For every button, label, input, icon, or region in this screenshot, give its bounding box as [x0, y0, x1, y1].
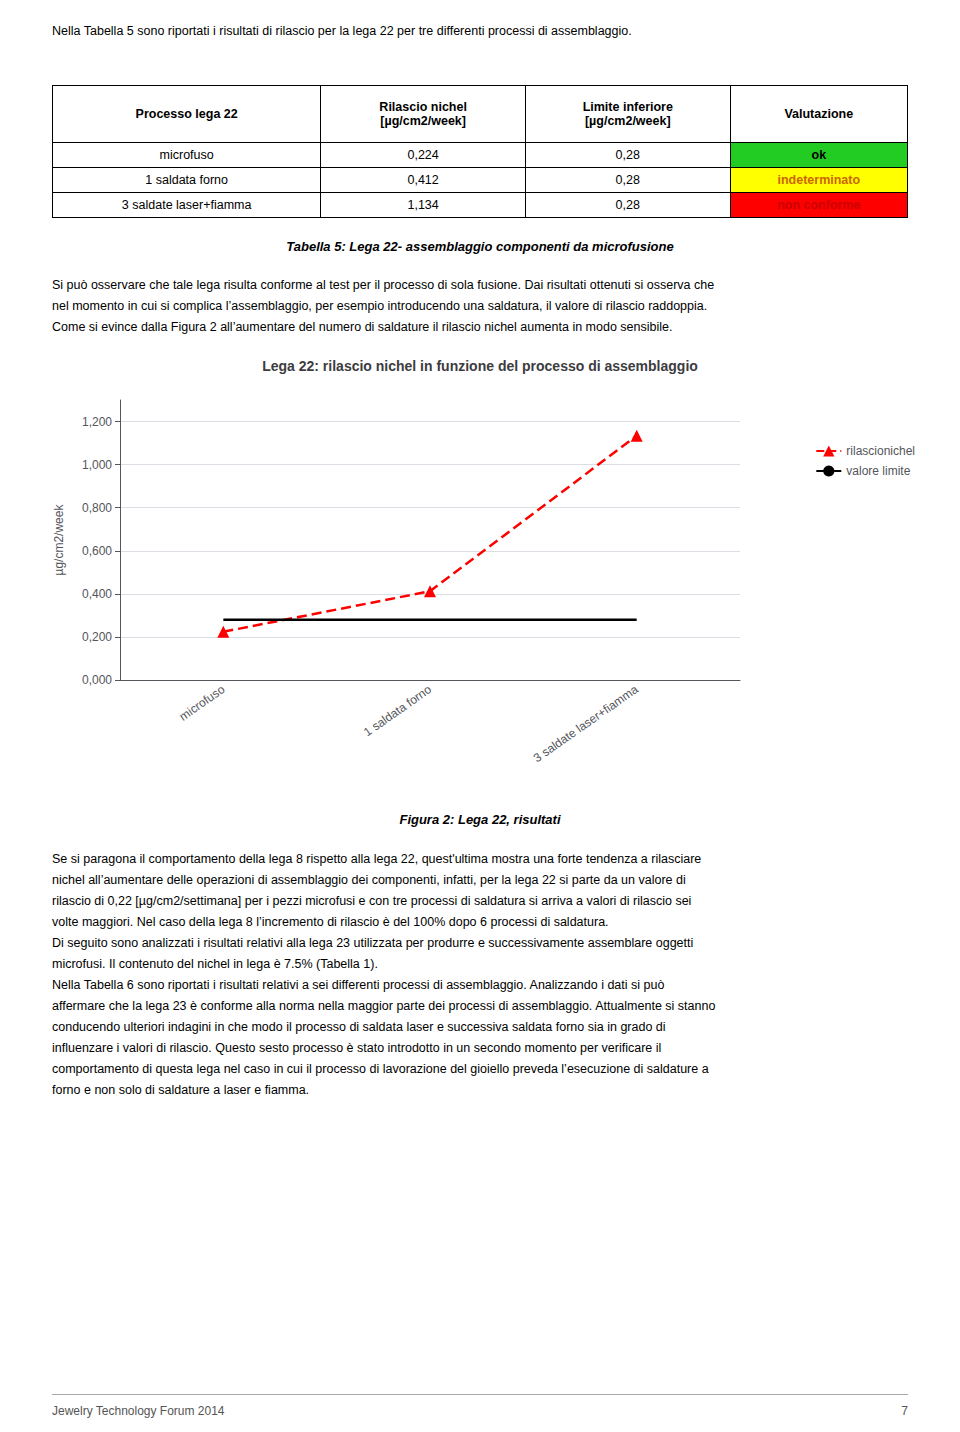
svg-text:0,000: 0,000 [82, 673, 112, 687]
html-text:comportamento di questa lega n: comportamento di questa lega nel caso in… [52, 1062, 709, 1076]
html-text:0,28: 0,28 [615, 173, 640, 187]
html-text:1,134: 1,134 [407, 198, 439, 212]
svg-text:0,400: 0,400 [82, 587, 112, 601]
svg-text:0,200: 0,200 [82, 630, 112, 644]
html-text:7: 7 [901, 1404, 908, 1418]
html-text:Nella Tabella 5 sono riportati: Nella Tabella 5 sono riportati i risulta… [52, 24, 632, 38]
html-text:microfusi. Il contenuto del ni: microfusi. Il contenuto del nichel in le… [52, 957, 378, 971]
svg-text:0,800: 0,800 [82, 501, 112, 515]
svg-text:1,200: 1,200 [82, 415, 112, 429]
html-text:affermare che la lega 23 è con: affermare che la lega 23 è conforme alla… [52, 999, 716, 1013]
svg-text:rilascionichel: rilascionichel [846, 444, 915, 458]
html-text:ok: ok [811, 148, 827, 162]
html-text:microfuso: microfuso [159, 148, 214, 162]
html-text:Se si paragona il comportament: Se si paragona il comportamento della le… [52, 852, 702, 866]
html-text:Figura 2: Lega 22, risultati: Figura 2: Lega 22, risultati [399, 812, 561, 827]
svg-text:3 saldate laser+fiamma: 3 saldate laser+fiamma [531, 682, 641, 765]
html-text:Jewelry Technology Forum 2014: Jewelry Technology Forum 2014 [52, 1404, 225, 1418]
html-text:conducendo ulteriori indagini: conducendo ulteriori indagini in che mod… [52, 1020, 666, 1034]
html-text:influenzare i valori di rilasc: influenzare i valori di rilascio. Questo… [52, 1041, 662, 1055]
svg-text:microfuso: microfuso [177, 682, 228, 724]
html-text:3 saldate laser+fiamma: 3 saldate laser+fiamma [121, 198, 252, 212]
html-text:volte maggiori. Nel caso della: volte maggiori. Nel caso della lega 8 l’… [52, 915, 609, 929]
html-text:1 saldata forno: 1 saldata forno [145, 173, 228, 187]
html-text:Di seguito sono analizzati i r: Di seguito sono analizzati i risultati r… [52, 936, 694, 950]
html-text:Si può osservare che tale lega: Si può osservare che tale lega risulta c… [52, 278, 715, 292]
html-text:non conforme: non conforme [777, 198, 861, 212]
html-text:0,28: 0,28 [615, 198, 640, 212]
html-text:Nella Tabella 6 sono riportati: Nella Tabella 6 sono riportati i risulta… [52, 978, 665, 992]
html-text:rilascio di 0,22 [µg/cm2/setti: rilascio di 0,22 [µg/cm2/settimana] per … [52, 894, 692, 908]
html-text:nel momento in cui si complica: nel momento in cui si complica l’assembl… [52, 299, 708, 313]
svg-text:0,600: 0,600 [82, 544, 112, 558]
html-text:Tabella 5: Lega 22- assemblagg: Tabella 5: Lega 22- assemblaggio compone… [286, 239, 674, 254]
html-text:indeterminato: indeterminato [777, 173, 861, 187]
html-text:0,412: 0,412 [407, 173, 439, 187]
html-text:forno e non solo di saldature: forno e non solo di saldature a laser e … [52, 1083, 310, 1097]
svg-text:µg/cm2/week: µg/cm2/week [52, 504, 66, 576]
svg-text:1 saldata forno: 1 saldata forno [361, 682, 434, 739]
html-text:0,28: 0,28 [615, 148, 640, 162]
html-text:nichel all’aumentare delle ope: nichel all’aumentare delle operazioni di… [52, 873, 686, 887]
svg-text:valore limite: valore limite [846, 464, 910, 478]
html-text:Limite inferiore [µg/cm2/week]: Limite inferiore [µg/cm2/week] [582, 100, 673, 128]
svg-text:1,000: 1,000 [82, 458, 112, 472]
html-text:0,224: 0,224 [407, 148, 439, 162]
html-text:Valutazione: Valutazione [784, 107, 854, 121]
svg-text:Lega 22: rilascio nichel in fu: Lega 22: rilascio nichel in funzione del… [262, 358, 698, 374]
html-text:Come si evince dalla Figura 2: Come si evince dalla Figura 2 all’aument… [52, 320, 673, 334]
html-text:Processo lega 22: Processo lega 22 [135, 107, 238, 121]
html-text:Rilascio nichel [µg/cm2/week]: Rilascio nichel [µg/cm2/week] [379, 100, 467, 128]
